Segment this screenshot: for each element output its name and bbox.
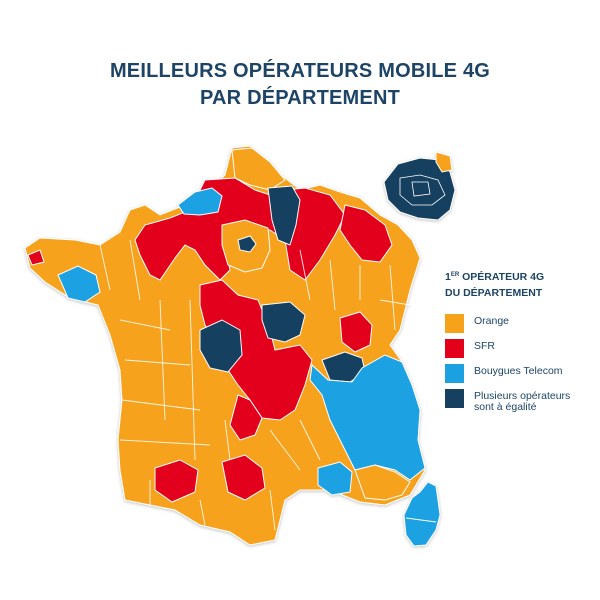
region-orange-north — [231, 147, 286, 191]
legend-title-sup: ER — [450, 272, 460, 278]
legend-title-rest: OPÉRATEUR 4G — [459, 271, 545, 283]
region-orange-paris-inset — [435, 151, 453, 173]
region-bouygues-southeast — [309, 354, 426, 481]
legend-title-number: 1 — [445, 271, 451, 283]
legend-label-bouygues: Bouygues Telecom — [474, 365, 563, 377]
corsica — [403, 481, 441, 547]
region-bouygues-brittany — [57, 265, 101, 303]
legend-label-sfr: SFR — [474, 340, 495, 352]
region-sfr-south-center — [229, 394, 263, 441]
region-bouygues-herault — [317, 461, 353, 496]
legend: 1ER OPÉRATEUR 4G DU DÉPARTEMENT Orange S… — [445, 267, 595, 416]
region-tie-center-west — [199, 319, 243, 373]
legend-swatch-orange — [445, 314, 464, 333]
region-bouygues-corsica — [403, 481, 441, 547]
region-tie-center-east — [261, 301, 306, 343]
region-sfr-burgundy — [339, 311, 373, 353]
paris-inset — [383, 151, 456, 221]
legend-swatch-sfr — [445, 339, 464, 358]
title-line-1: MEILLEURS OPÉRATEURS MOBILE 4G — [109, 60, 491, 82]
legend-item-orange: Orange — [445, 314, 595, 341]
legend-item-tie: Plusieurs opérateurs sont à égalité — [445, 389, 595, 416]
legend-title: 1ER OPÉRATEUR 4G DU DÉPARTEMENT — [445, 267, 595, 301]
legend-title-line-2: DU DÉPARTEMENT — [445, 287, 543, 299]
legend-item-sfr: SFR — [445, 339, 595, 366]
region-orange-var — [354, 464, 411, 501]
region-tie-north — [267, 185, 301, 246]
region-sfr-east — [339, 204, 393, 263]
legend-swatch-bouygues — [445, 364, 464, 383]
legend-items: Orange SFR Bouygues Telecom Plusieurs op… — [445, 314, 595, 416]
region-sfr-southwest — [154, 459, 199, 503]
department-borders — [99, 239, 411, 531]
region-tie-paris-inset — [383, 157, 456, 221]
region-bouygues-manche — [177, 187, 223, 216]
legend-item-bouygues: Bouygues Telecom — [445, 364, 595, 391]
title-line-2: PAR DÉPARTEMENT — [199, 87, 401, 109]
legend-label-orange: Orange — [474, 315, 510, 327]
mainland-france — [24, 145, 426, 546]
map-title: MEILLEURS OPÉRATEURS MOBILE 4G PAR DÉPAR… — [0, 58, 600, 112]
region-sfr-south — [221, 454, 266, 501]
legend-label-tie: Plusieurs opérateurs sont à égalité — [474, 390, 571, 413]
region-tie-paris — [237, 235, 257, 253]
legend-swatch-tie — [445, 389, 464, 408]
region-sfr-finistere — [27, 249, 45, 266]
